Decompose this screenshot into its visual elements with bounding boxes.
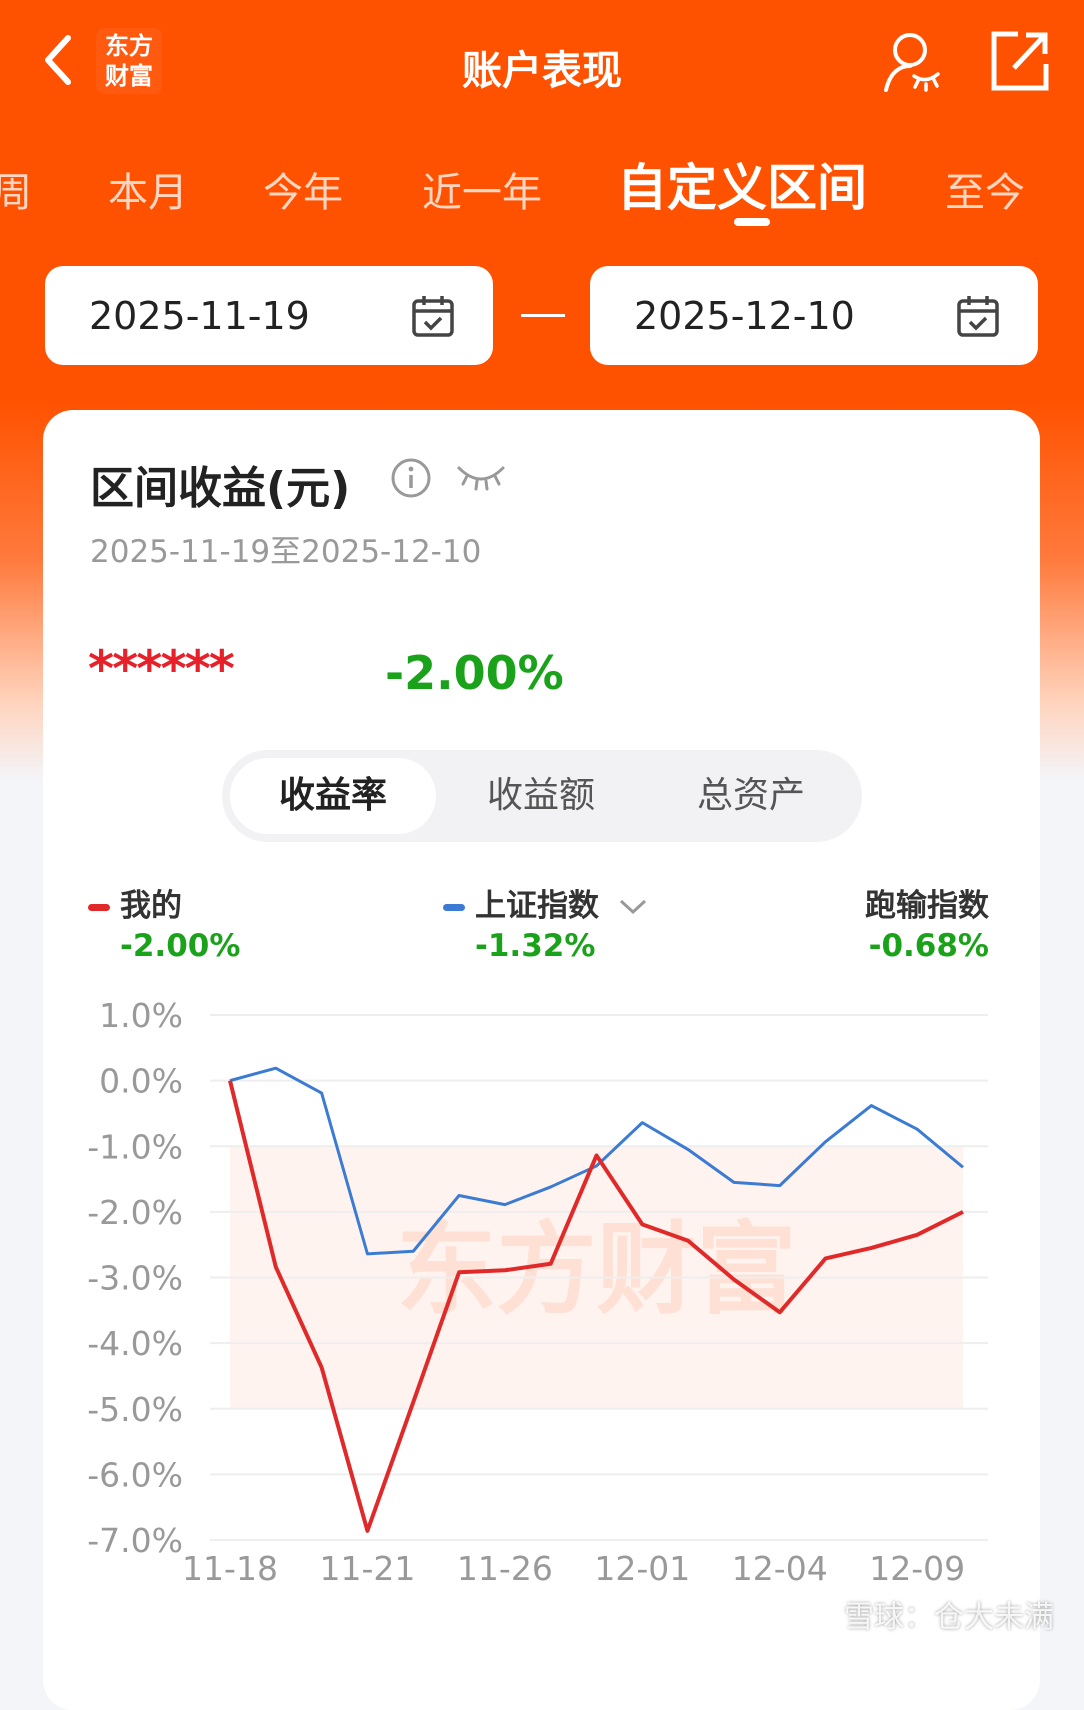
x-tick-label: 12-04 [732,1549,828,1588]
calendar-icon[interactable] [956,294,1000,338]
chevron-down-icon[interactable] [618,896,648,916]
x-tick-label: 12-01 [594,1549,690,1588]
legend-mine-label: 我的 [120,888,182,924]
y-tick-label: -3.0% [87,1259,183,1298]
legend-index-label: 上证指数 [475,888,599,924]
legend-index[interactable]: 上证指数 [443,880,648,925]
masked-amount: ****** [88,640,233,698]
segment-return-rate[interactable]: 收益率 [230,758,436,834]
x-tick-label: 11-18 [182,1549,278,1588]
legend-mine: 我的 [88,880,182,925]
tab-custom-range[interactable]: 自定义区间 [617,148,867,220]
start-date-field[interactable]: 2025-11-19 [45,266,493,365]
y-tick-label: -1.0% [87,1127,183,1166]
active-tab-indicator [734,218,770,226]
footer-watermark: 雪球：仓大未满 [844,1592,1054,1636]
segment-return-amount[interactable]: 收益额 [438,758,644,834]
end-date-field[interactable]: 2025-12-10 [590,266,1038,365]
y-tick-label: 1.0% [99,996,183,1035]
date-separator [521,314,565,317]
end-date-value: 2025-12-10 [634,294,855,338]
metric-segmented-control: 收益率 收益额 总资产 [222,750,862,842]
y-tick-label: -2.0% [87,1193,183,1232]
share-icon[interactable] [990,30,1050,92]
user-eye-icon[interactable] [880,28,944,92]
tab-week[interactable]: 周 [0,160,32,218]
tab-last-year[interactable]: 近一年 [422,160,542,218]
legend-diff-label: 跑输指数 [865,880,989,925]
legend-index-value: -1.32% [475,928,595,964]
card-title: 区间收益(元) [90,452,350,516]
legend-swatch-red [88,904,110,911]
return-percent: -2.00% [385,646,564,700]
y-tick-label: 0.0% [99,1062,183,1101]
y-tick-label: -4.0% [87,1324,183,1363]
return-line-chart: 东方财富 1.0% 0.0% -1.0% -2.0% -3.0% -4.0% -5.0% -6.… [0,990,1084,1610]
start-date-value: 2025-11-19 [89,294,310,338]
x-tick-label: 12-09 [869,1549,965,1588]
calendar-icon[interactable] [411,294,455,338]
date-range-text: 2025-11-19至2025-12-10 [90,526,481,571]
y-tick-label: -5.0% [87,1390,183,1429]
y-tick-label: -6.0% [87,1455,183,1494]
x-tick-label: 11-21 [319,1549,415,1588]
hide-eye-icon[interactable] [455,460,507,496]
x-tick-label: 11-26 [457,1549,553,1588]
tab-this-month[interactable]: 本月 [108,160,188,218]
tab-to-date[interactable]: 至今 [945,160,1025,218]
legend-mine-value: -2.00% [120,928,240,964]
info-icon[interactable] [390,457,432,499]
chart-watermark: 东方财富 [397,1211,797,1328]
legend-swatch-blue [443,904,465,911]
period-tabs: 周 本月 今年 近一年 自定义区间 至今 [0,148,1084,218]
segment-total-assets[interactable]: 总资产 [648,758,854,834]
y-tick-label: -7.0% [87,1521,183,1560]
legend-diff-value: -0.68% [869,928,989,964]
tab-this-year[interactable]: 今年 [263,160,343,218]
